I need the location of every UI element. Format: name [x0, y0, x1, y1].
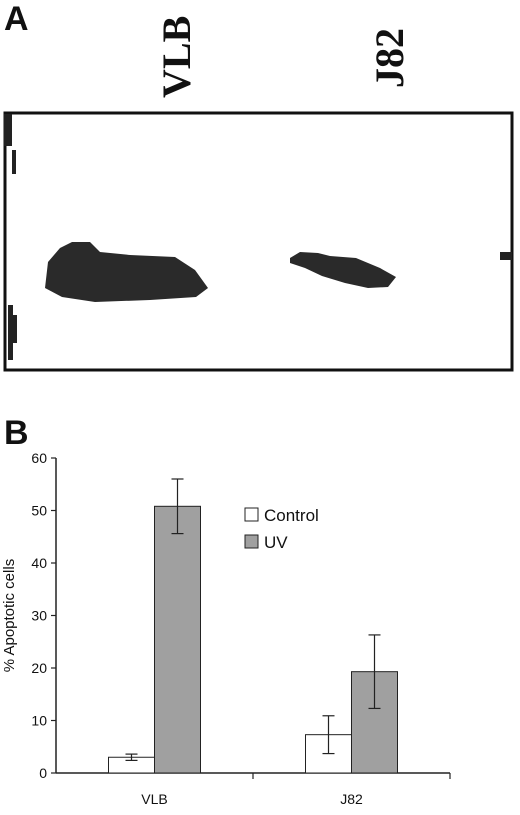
- legend-label-uv: UV: [264, 533, 288, 552]
- panel-b-label: B: [4, 414, 29, 452]
- blot-edge-mark-lower-2: [13, 315, 17, 343]
- y-axis-label: % Apoptotic cells: [1, 559, 18, 672]
- blot-edge-mark-upper: [12, 150, 16, 174]
- western-blot: [3, 111, 514, 372]
- blot-band-vlb: [45, 242, 208, 302]
- x-tick-label: VLB: [141, 791, 167, 807]
- bar-uv-vlb: [154, 505, 201, 774]
- legend-swatch-control: [244, 507, 259, 522]
- panel-a-label: A: [4, 0, 29, 38]
- y-tick-label: 40: [31, 555, 47, 571]
- legend-label-control: Control: [264, 506, 319, 525]
- legend-swatch-uv: [244, 534, 259, 549]
- y-tick-label: 0: [39, 765, 47, 781]
- blot-band-j82: [290, 252, 396, 288]
- y-tick-label: 50: [31, 503, 47, 519]
- blot-frame: [3, 111, 514, 372]
- x-tick-label: J82: [340, 791, 363, 807]
- blot-edge-mark-right: [500, 252, 512, 260]
- y-tick-label: 20: [31, 660, 47, 676]
- y-tick-label: 30: [31, 608, 47, 624]
- y-tick-label: 60: [31, 450, 47, 466]
- blot-edge-mark-lower: [8, 305, 13, 360]
- blot-edge-mark-top: [4, 114, 12, 146]
- y-tick-label: 10: [31, 713, 47, 729]
